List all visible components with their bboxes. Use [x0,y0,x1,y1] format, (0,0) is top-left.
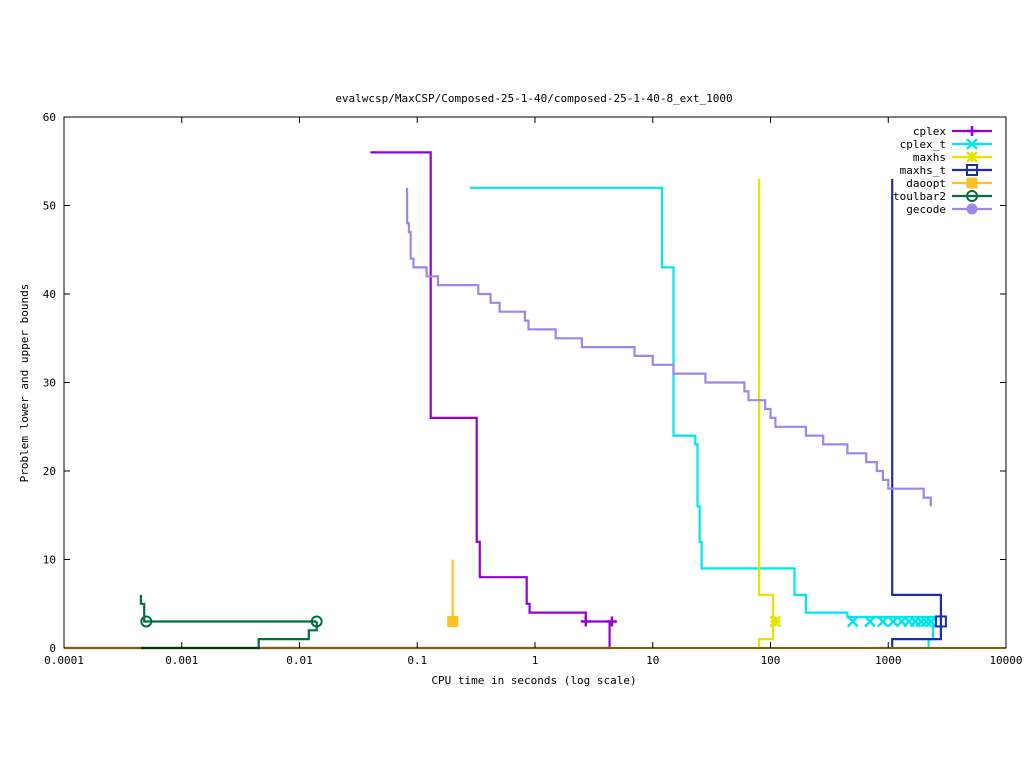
legend-marker-daoopt [966,177,978,189]
series-maxhs_t-marker [934,615,947,628]
legend-marker-toulbar2-shape [966,190,978,202]
series-daoopt-marker [447,615,459,627]
x-tick-label: 10 [646,654,659,667]
legend-label-gecode: gecode [906,203,946,216]
series-cplex_t-marker [876,615,889,628]
legend-marker-gecode-shape [966,203,978,215]
series-maxhs-marker [769,615,782,628]
legend-label-daoopt: daoopt [906,177,946,190]
series-maxhs-upper-line [757,178,775,622]
series-maxhs_t-upper-line [891,178,943,622]
series-cplex_t-upper-line [469,186,937,622]
y-tick-label: 20 [43,465,56,478]
legend-marker-gecode [966,203,978,215]
legend-marker-maxhs [966,151,978,163]
y-tick-label: 40 [43,288,56,301]
series-cplex-marker [580,616,591,627]
legend: cplexcplex_tmaxhsmaxhs_tdaoopttoulbar2ge… [893,125,992,216]
x-tick-label: 1000 [875,654,902,667]
series-cplex_t [469,186,937,650]
x-tick-label: 0.0001 [44,654,84,667]
legend-marker-cplex_t-stroke [966,138,978,150]
series-maxhs_t-marker-shape [934,615,947,628]
series-cplex_t-marker-stroke [924,615,937,628]
series-maxhs-lower-line [757,621,775,648]
x-tick-label: 1 [532,654,539,667]
y-tick-label: 30 [43,377,56,390]
legend-label-cplex: cplex [913,125,946,138]
y-tick-label: 60 [43,111,56,124]
series-toulbar2-upper-line [139,594,317,623]
series-cplex_t-marker [924,615,937,628]
series-maxhs-marker-stroke [769,615,782,628]
series-toulbar2-marker-shape [310,615,323,628]
x-tick-label: 0.01 [286,654,313,667]
series-cplex_t-marker-stroke [920,615,933,628]
series-cplex_t-marker-stroke [887,615,900,628]
legend-marker-maxhs_t [966,164,978,176]
tick-layer: 0.0001 0.001 0.01 0.1 1 10 100 1000 10000 0 10 20 30… [43,111,1023,667]
legend-marker-maxhs-stroke [966,151,978,163]
series-cplex_t-marker [920,615,933,628]
series-toulbar2-marker [310,615,323,628]
series-cplex-upper-line [370,151,612,623]
legend-label-cplex_t: cplex_t [900,138,946,151]
series-toulbar2-marker [140,615,153,628]
series-cplex_t-marker-stroke [846,615,859,628]
plot-frame [63,116,1007,649]
x-tick-label: 0.1 [407,654,427,667]
legend-label-maxhs_t: maxhs_t [900,164,946,177]
legend-label-toulbar2: toulbar2 [893,190,946,203]
legend-label-maxhs: maxhs [913,151,946,164]
x-tick-label: 100 [761,654,781,667]
chart-title: evalwcsp/MaxCSP/Composed-25-1-40/compose… [335,92,732,105]
series-toulbar2-marker-shape [140,615,153,628]
y-tick-label: 10 [43,554,56,567]
series-gecode [406,187,932,507]
x-tick-label: 0.001 [165,654,198,667]
series-maxhs_t-lower-line [891,621,943,648]
y-axis-label: Problem lower and upper bounds [18,284,31,483]
series-daoopt-marker-shape [447,615,459,627]
legend-marker-cplex_t [966,138,978,150]
series-maxhs_t [891,178,947,648]
series-maxhs [757,178,782,648]
series-cplex_t-marker [864,615,876,628]
series-cplex_t-marker [887,615,900,628]
series-gecode-upper-line [406,187,932,507]
legend-marker-maxhs_t-shape [966,164,978,176]
series-cplex_t-marker-stroke [876,615,889,628]
legend-marker-toulbar2 [966,190,978,202]
series-cplex-marker [606,616,617,627]
y-tick-label: 0 [49,642,56,655]
x-tick-label: 10000 [989,654,1022,667]
series-cplex_t-marker-stroke [864,615,876,628]
y-tick-label: 50 [43,200,56,213]
legend-marker-cplex [967,126,977,136]
legend-marker-daoopt-shape [966,177,978,189]
series-cplex_t-marker [846,615,859,628]
x-axis-label: CPU time in seconds (log scale) [431,674,636,687]
